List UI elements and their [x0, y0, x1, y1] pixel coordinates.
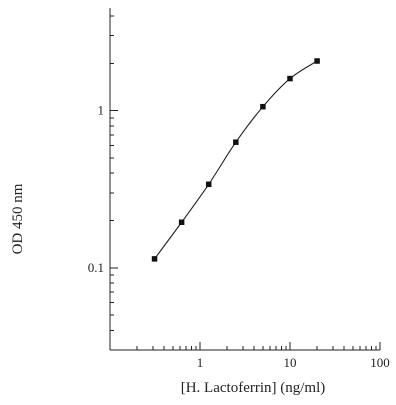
x-axis-tick-labels: 1 10 100 [197, 355, 390, 370]
fit-curve [154, 60, 318, 260]
data-point [260, 103, 266, 110]
data-point [178, 219, 185, 225]
x-tick-label: 100 [370, 355, 390, 370]
axes [109, 8, 380, 351]
data-point [233, 139, 239, 145]
y-tick-label: 0.1 [88, 260, 104, 275]
x-tick-label: 1 [197, 355, 204, 370]
y-axis-title: OD 450 nm [10, 183, 26, 254]
data-point [151, 256, 158, 262]
x-axis-title: [H. Lactoferrin] (ng/ml) [181, 380, 326, 396]
data-points [151, 58, 320, 262]
y-axis-ticks [110, 15, 118, 351]
x-tick-label: 10 [284, 355, 297, 370]
data-point [205, 181, 212, 188]
data-point [287, 75, 293, 82]
x-axis-ticks [109, 342, 381, 350]
y-axis-tick-labels: 0.11 [88, 103, 104, 275]
y-tick-label: 1 [98, 103, 105, 118]
data-point [314, 58, 320, 64]
